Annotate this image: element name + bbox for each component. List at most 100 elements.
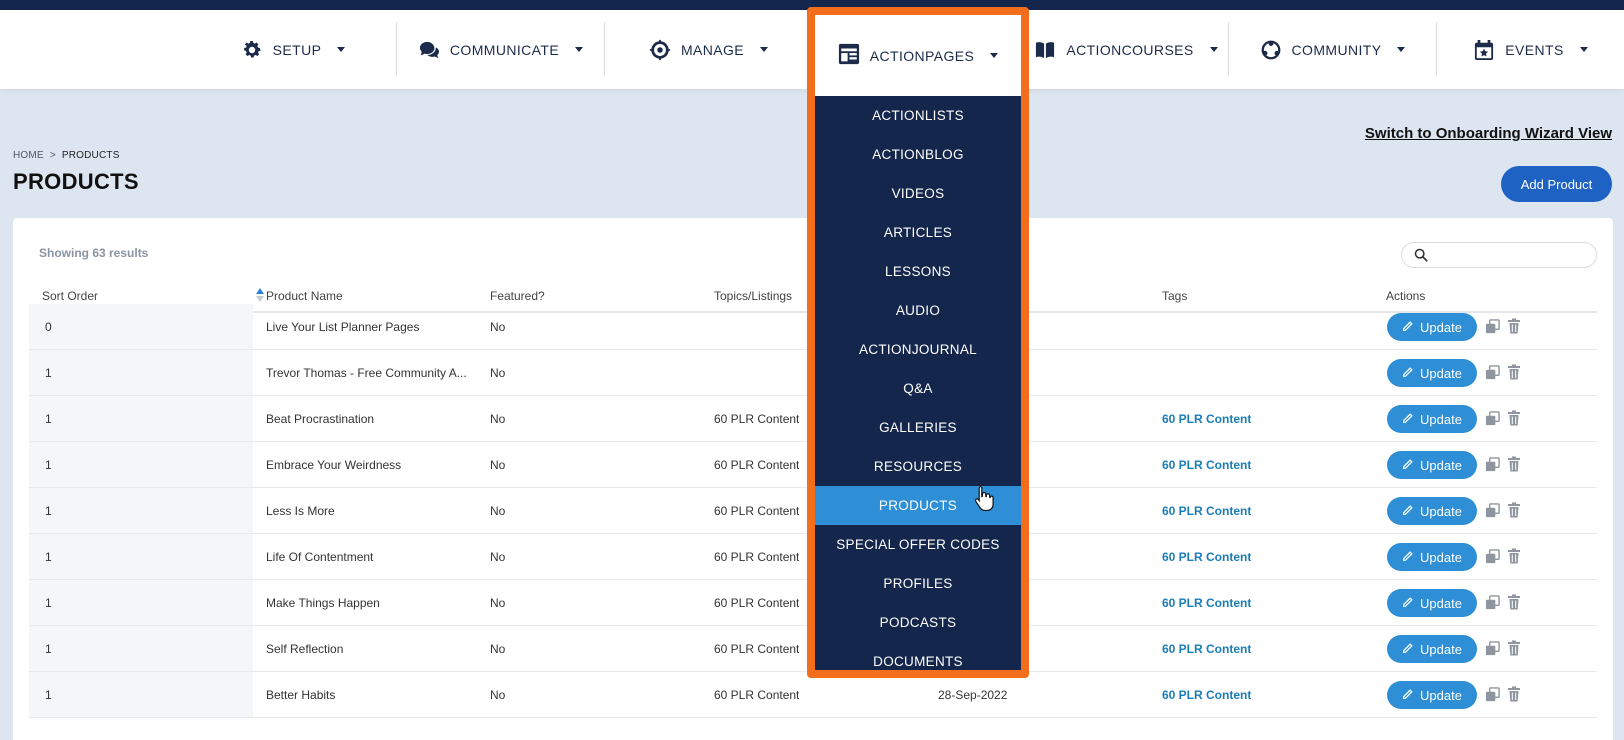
search-input[interactable] xyxy=(1401,242,1597,268)
sort-order-cell xyxy=(29,442,253,487)
update-button[interactable]: Update xyxy=(1387,543,1477,571)
dropdown-item-lessons[interactable]: LESSONS xyxy=(885,264,951,279)
nav-events[interactable]: EVENTS xyxy=(1437,10,1624,89)
hand-cursor-icon xyxy=(974,485,994,516)
sort-order-value: 1 xyxy=(45,457,52,472)
col-topics-listings[interactable]: Topics/Listings xyxy=(714,288,793,303)
col-tags[interactable]: Tags xyxy=(1162,288,1188,303)
dropdown-item-special-offer-codes[interactable]: SPECIAL OFFER CODES xyxy=(836,537,1000,552)
sort-order-value: 1 xyxy=(45,411,52,426)
nav-events-label: EVENTS xyxy=(1505,41,1564,58)
dropdown-item-documents[interactable]: DOCUMENTS xyxy=(873,654,963,669)
featured-value: No xyxy=(490,641,506,656)
nav-actioncourses[interactable]: ACTIONCOURSES xyxy=(1024,10,1228,89)
nav-communicate[interactable]: COMMUNICATE xyxy=(397,10,604,89)
add-product-button[interactable]: Add Product xyxy=(1501,166,1612,202)
sort-order-cell xyxy=(29,396,253,441)
featured-value: No xyxy=(490,549,506,564)
dropdown-item-galleries[interactable]: GALLERIES xyxy=(879,420,957,435)
tag-link[interactable]: 60 PLR Content xyxy=(1162,687,1252,702)
nav-actionpages[interactable]: ACTIONPAGES xyxy=(815,15,1021,96)
trash-icon[interactable] xyxy=(1507,640,1521,661)
copy-icon[interactable] xyxy=(1485,549,1500,569)
sort-order-value: 0 xyxy=(45,319,52,334)
pencil-icon xyxy=(1402,550,1414,565)
book-icon xyxy=(1034,39,1056,61)
trash-icon[interactable] xyxy=(1507,686,1521,707)
product-name: Life Of Contentment xyxy=(266,549,374,564)
trash-icon[interactable] xyxy=(1507,548,1521,569)
chevron-down-icon xyxy=(1209,47,1218,52)
trash-icon[interactable] xyxy=(1507,502,1521,523)
dropdown-item-audio[interactable]: AUDIO xyxy=(895,303,941,318)
update-button[interactable]: Update xyxy=(1387,497,1477,525)
tag-link[interactable]: 60 PLR Content xyxy=(1162,503,1252,518)
topics-value: 60 PLR Content xyxy=(714,595,800,610)
breadcrumb-current: PRODUCTS xyxy=(61,150,120,161)
col-product-name[interactable]: Product Name xyxy=(266,288,343,303)
product-name: Better Habits xyxy=(266,687,336,702)
dropdown-item-videos[interactable]: VIDEOS xyxy=(891,186,945,201)
pencil-icon xyxy=(1402,596,1414,611)
dropdown-item-actionjournal[interactable]: ACTIONJOURNAL xyxy=(859,342,977,357)
breadcrumb-home[interactable]: HOME xyxy=(13,150,44,161)
pencil-icon xyxy=(1402,320,1414,335)
col-actions: Actions xyxy=(1386,288,1426,303)
update-button[interactable]: Update xyxy=(1387,681,1477,709)
tag-link[interactable]: 60 PLR Content xyxy=(1162,549,1252,564)
featured-value: No xyxy=(490,595,506,610)
trash-icon[interactable] xyxy=(1507,318,1521,339)
tag-link[interactable]: 60 PLR Content xyxy=(1162,641,1252,656)
sort-order-value: 1 xyxy=(45,595,52,610)
dropdown-item-articles[interactable]: ARTICLES xyxy=(883,225,953,240)
nav-divider xyxy=(1436,22,1437,76)
nav-manage-label: MANAGE xyxy=(680,41,745,58)
nav-setup[interactable]: SETUP xyxy=(190,10,396,89)
trash-icon[interactable] xyxy=(1507,594,1521,615)
update-button[interactable]: Update xyxy=(1387,313,1477,341)
nav-manage[interactable]: MANAGE xyxy=(605,10,812,89)
update-label: Update xyxy=(1420,411,1462,427)
chevron-down-icon xyxy=(1397,47,1406,52)
tag-link[interactable]: 60 PLR Content xyxy=(1162,411,1252,426)
dropdown-item-profiles[interactable]: PROFILES xyxy=(883,576,953,591)
calendar-icon xyxy=(1473,39,1495,61)
tag-link[interactable]: 60 PLR Content xyxy=(1162,457,1252,472)
update-button[interactable]: Update xyxy=(1387,359,1477,387)
update-button[interactable]: Update xyxy=(1387,451,1477,479)
copy-icon[interactable] xyxy=(1485,319,1500,339)
copy-icon[interactable] xyxy=(1485,595,1500,615)
chevron-down-icon xyxy=(337,47,346,52)
nav-community[interactable]: COMMUNITY xyxy=(1229,10,1436,89)
onboarding-wizard-link[interactable]: Switch to Onboarding Wizard View xyxy=(1364,125,1612,142)
sort-order-cell xyxy=(29,672,253,717)
featured-value: No xyxy=(490,687,506,702)
update-button[interactable]: Update xyxy=(1387,635,1477,663)
copy-icon[interactable] xyxy=(1485,457,1500,477)
product-name: Less Is More xyxy=(266,503,335,518)
sort-order-cell xyxy=(29,580,253,625)
sort-order-cell xyxy=(29,350,253,395)
dropdown-item-actionblog[interactable]: ACTIONBLOG xyxy=(872,147,964,162)
date-value: 28-Sep-2022 xyxy=(938,687,1008,702)
copy-icon[interactable] xyxy=(1485,503,1500,523)
update-button[interactable]: Update xyxy=(1387,405,1477,433)
dropdown-item-actionlists[interactable]: ACTIONLISTS xyxy=(872,108,964,123)
dropdown-item-q-a[interactable]: Q&A xyxy=(903,381,933,396)
sort-arrows-icon[interactable] xyxy=(256,288,266,304)
trash-icon[interactable] xyxy=(1507,410,1521,431)
trash-icon[interactable] xyxy=(1507,364,1521,385)
copy-icon[interactable] xyxy=(1485,641,1500,661)
dropdown-item-resources[interactable]: RESOURCES xyxy=(873,459,963,474)
topics-value: 60 PLR Content xyxy=(714,457,800,472)
featured-value: No xyxy=(490,503,506,518)
col-featured[interactable]: Featured? xyxy=(490,288,545,303)
copy-icon[interactable] xyxy=(1485,411,1500,431)
dropdown-item-podcasts[interactable]: PODCASTS xyxy=(879,615,957,630)
col-sort-order[interactable]: Sort Order xyxy=(42,288,99,303)
copy-icon[interactable] xyxy=(1485,365,1500,385)
tag-link[interactable]: 60 PLR Content xyxy=(1162,595,1252,610)
trash-icon[interactable] xyxy=(1507,456,1521,477)
update-button[interactable]: Update xyxy=(1387,589,1477,617)
copy-icon[interactable] xyxy=(1485,687,1500,707)
